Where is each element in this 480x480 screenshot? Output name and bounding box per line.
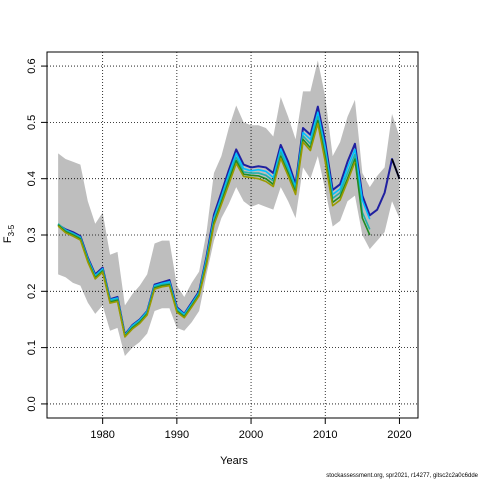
svg-text:F3-5: F3-5 xyxy=(2,224,16,243)
series-line-6 xyxy=(391,158,401,179)
y-axis-title-main: F xyxy=(2,236,14,243)
y-axis-title: F3-5 xyxy=(2,224,16,243)
y-tick-label: 0.1 xyxy=(26,340,38,355)
series-line-5 xyxy=(57,122,356,338)
grid-layer xyxy=(47,52,418,418)
x-tick-label: 1980 xyxy=(90,429,114,441)
x-axis-title: Years xyxy=(220,455,248,467)
y-axis-ticks: 0.0 0.1 0.2 0.3 0.4 0.5 0.6 xyxy=(26,58,47,412)
footer-credit: stockassessment.org, spr2021, r14277, gi… xyxy=(326,473,478,479)
x-tick-label: 2010 xyxy=(313,429,337,441)
x-tick-label: 2020 xyxy=(387,429,411,441)
confidence-band-layer xyxy=(58,60,400,357)
x-tick-label: 2000 xyxy=(239,429,263,441)
x-axis-ticks: 1980 1990 2000 2010 2020 xyxy=(90,418,412,441)
confidence-band xyxy=(58,60,400,357)
series-layer xyxy=(57,105,401,338)
x-tick-label: 1990 xyxy=(165,429,189,441)
y-tick-label: 0.4 xyxy=(26,171,38,186)
series-line-1 xyxy=(57,105,401,336)
y-axis-title-subscript: 3-5 xyxy=(7,224,16,236)
y-tick-label: 0.3 xyxy=(26,227,38,242)
y-tick-label: 0.2 xyxy=(26,284,38,299)
y-tick-label: 0.6 xyxy=(26,58,38,73)
y-tick-label: 0.0 xyxy=(26,396,38,411)
y-tick-label: 0.5 xyxy=(26,115,38,130)
